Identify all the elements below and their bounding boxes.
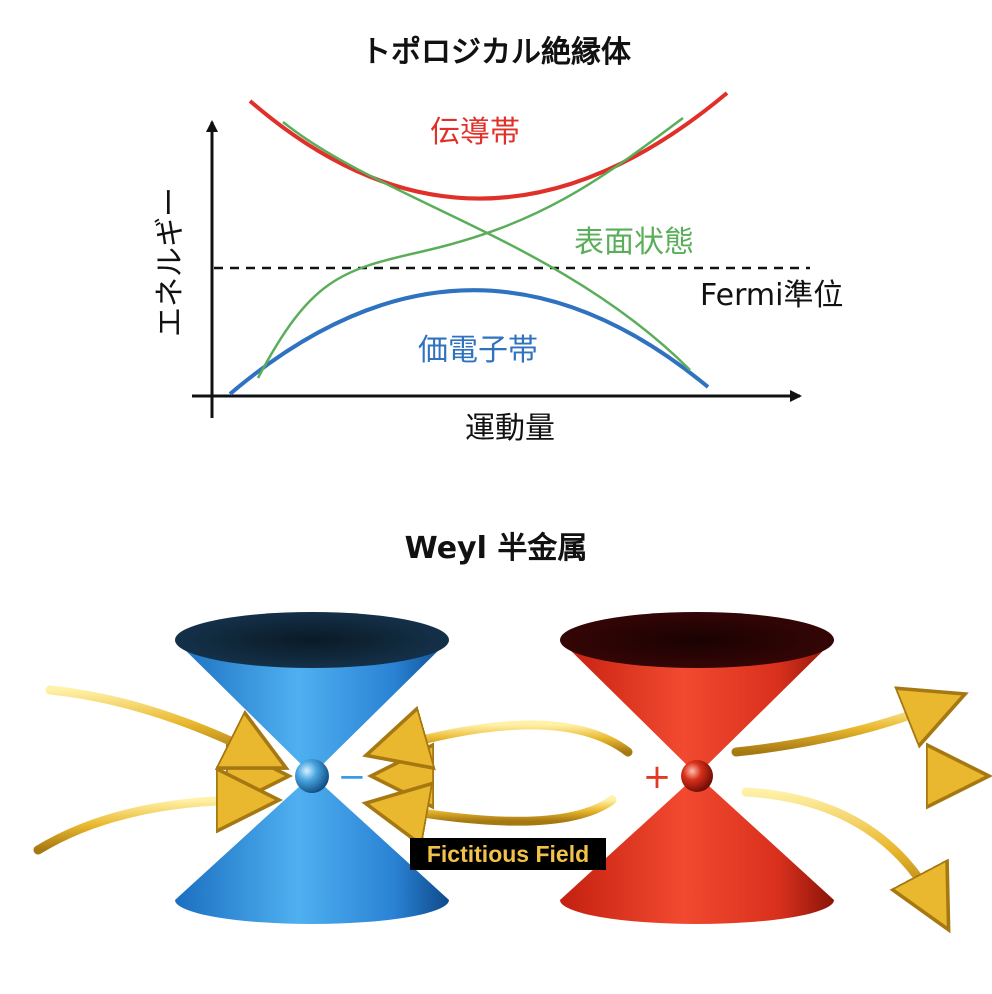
left-lower-field-arrow xyxy=(33,800,252,855)
middle-lower-field-arrow xyxy=(392,800,617,821)
middle-upper-field-arrow xyxy=(392,725,633,752)
weyl-semimetal-title: Weyl 半金属 xyxy=(405,531,588,566)
right-weyl-node xyxy=(681,760,713,792)
y-axis-label: エネルギー xyxy=(153,187,188,337)
left-weyl-cone xyxy=(175,612,449,924)
x-axis-label: 運動量 xyxy=(465,411,555,446)
right-weyl-cone xyxy=(560,612,834,924)
valence-band-label: 価電子帯 xyxy=(418,333,538,368)
surface-states-label: 表面状態 xyxy=(574,225,694,260)
field-arrows xyxy=(23,685,962,906)
surface-state-curve-2 xyxy=(256,116,684,379)
minus-sign: − xyxy=(338,757,367,797)
field-label-box xyxy=(410,838,606,870)
fermi-level-label: Fermi準位 xyxy=(700,278,843,313)
fictitious-field-label: Fictitious Field xyxy=(427,841,589,867)
conduction-band-curve xyxy=(248,91,729,201)
right-lower-field-arrow xyxy=(741,787,936,906)
conduction-band-label: 伝導帯 xyxy=(430,115,520,150)
topological-insulator-title: トポロジカル絶縁体 xyxy=(361,35,632,70)
left-upper-field-arrow xyxy=(45,685,262,756)
plus-sign: + xyxy=(643,757,672,797)
left-weyl-node xyxy=(295,759,329,793)
right-upper-field-arrow xyxy=(731,704,940,757)
surface-state-curve-1 xyxy=(282,121,691,371)
valence-band-curve xyxy=(228,288,710,396)
